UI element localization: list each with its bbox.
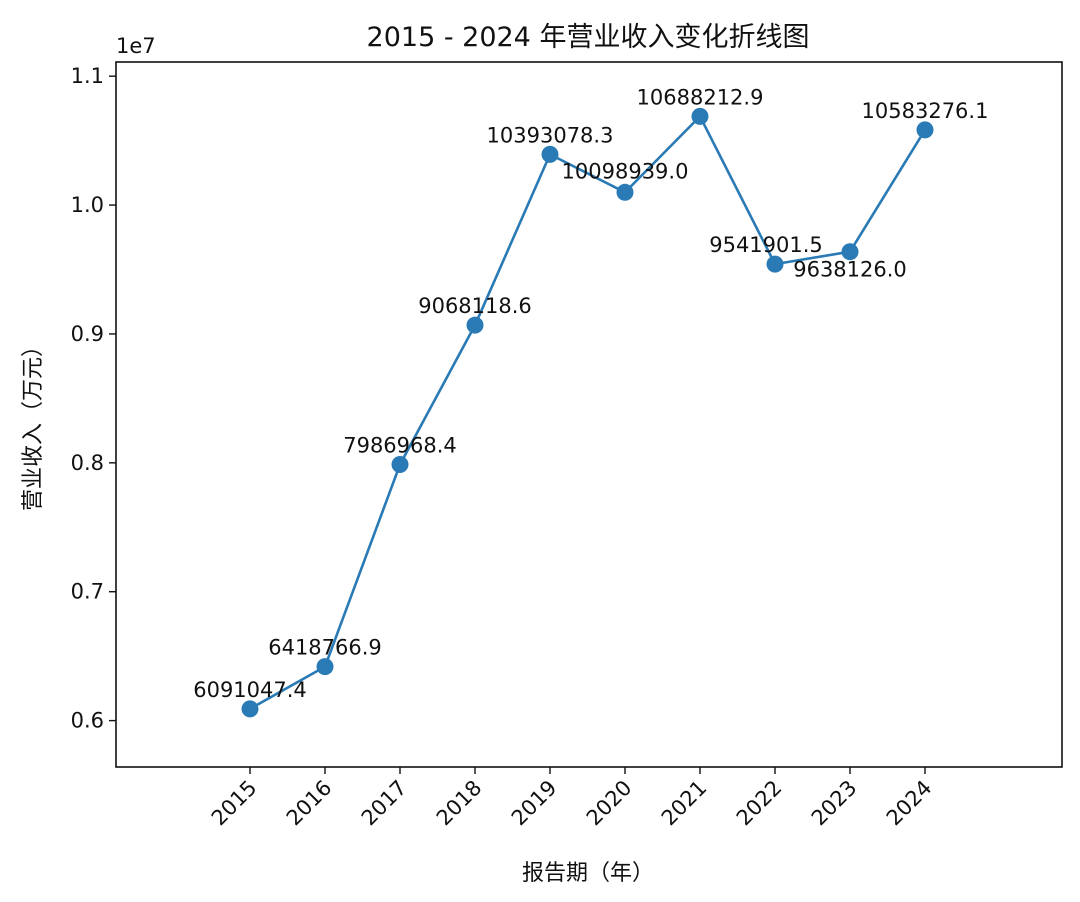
data-label: 10583276.1 <box>862 99 989 123</box>
y-tick-label: 0.6 <box>71 709 104 733</box>
data-point <box>916 121 934 139</box>
x-tick-label: 2023 <box>807 776 862 831</box>
x-tick-label: 2018 <box>432 776 487 831</box>
data-label: 9541901.5 <box>709 233 823 257</box>
data-label: 10688212.9 <box>637 85 764 109</box>
y-tick-label: 1.0 <box>71 193 104 217</box>
data-label: 9638126.0 <box>793 258 907 282</box>
data-label: 6091047.4 <box>193 678 307 702</box>
data-point <box>316 658 334 676</box>
data-point <box>616 183 634 201</box>
x-tick-label: 2021 <box>657 776 712 831</box>
plot-frame <box>115 61 1063 768</box>
data-label: 10098939.0 <box>562 159 689 183</box>
y-tick-label: 1.1 <box>71 64 104 88</box>
data-point <box>241 700 259 718</box>
data-point <box>841 243 859 261</box>
x-tick-label: 2016 <box>282 776 337 831</box>
data-point <box>466 316 484 334</box>
x-tick-label: 2017 <box>357 776 412 831</box>
data-point <box>766 255 784 273</box>
data-label: 6418766.9 <box>268 636 382 660</box>
x-tick-label: 2020 <box>582 776 637 831</box>
x-tick-label: 2022 <box>732 776 787 831</box>
y-tick-label: 0.8 <box>71 451 104 475</box>
data-label: 7986968.4 <box>343 434 457 458</box>
x-tick-label: 2019 <box>507 776 562 831</box>
y-offset-label: 1e7 <box>116 34 156 58</box>
series-line <box>249 115 927 710</box>
data-point <box>391 456 409 474</box>
y-tick-label: 0.7 <box>71 580 104 604</box>
data-label: 10393078.3 <box>487 123 614 147</box>
chart-title: 2015 - 2024 年营业收入变化折线图 <box>367 22 810 53</box>
x-tick-label: 2024 <box>882 776 937 831</box>
x-axis-label: 报告期（年） <box>522 861 654 886</box>
data-point <box>691 107 709 125</box>
y-tick-label: 0.9 <box>71 322 104 346</box>
data-point <box>541 145 559 163</box>
x-tick-label: 2015 <box>207 776 262 831</box>
data-label: 9068118.6 <box>418 294 532 318</box>
plot-area: 0.6 0.7 0.8 0.9 1.0 1.1 2015 2016 2017 2018 2019 20… <box>71 61 1063 831</box>
y-axis-label: 营业收入（万元） <box>21 335 46 511</box>
